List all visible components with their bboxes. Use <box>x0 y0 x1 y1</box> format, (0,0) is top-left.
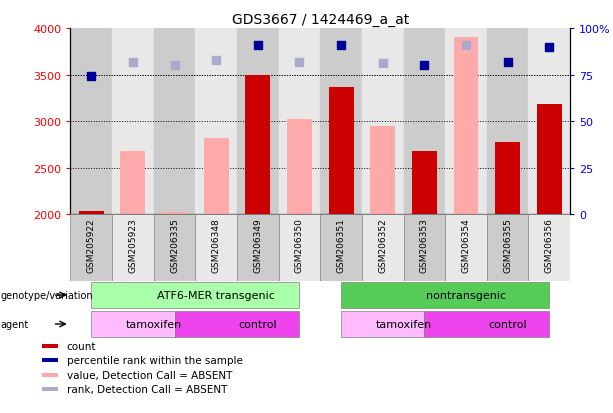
Point <box>86 74 96 81</box>
Bar <box>454 38 479 215</box>
Bar <box>42 387 58 391</box>
Text: tamoxifen: tamoxifen <box>126 319 182 329</box>
Bar <box>321 215 362 281</box>
Bar <box>245 76 270 215</box>
Bar <box>370 126 395 215</box>
Text: agent: agent <box>1 319 29 329</box>
Bar <box>42 344 58 348</box>
Bar <box>445 29 487 215</box>
Point <box>503 59 512 66</box>
Text: tamoxifen: tamoxifen <box>375 319 432 329</box>
Text: GSM206335: GSM206335 <box>170 218 179 273</box>
Text: GSM206354: GSM206354 <box>462 218 471 273</box>
Text: nontransgenic: nontransgenic <box>426 290 506 300</box>
Bar <box>341 311 424 337</box>
Bar <box>154 29 196 215</box>
Text: GSM206355: GSM206355 <box>503 218 512 273</box>
Bar <box>487 29 528 215</box>
Bar <box>112 29 154 215</box>
Bar <box>70 215 112 281</box>
Text: GSM206351: GSM206351 <box>337 218 346 273</box>
Text: control: control <box>489 319 527 329</box>
Text: GSM206352: GSM206352 <box>378 218 387 273</box>
Text: GSM206350: GSM206350 <box>295 218 304 273</box>
Bar <box>42 373 58 377</box>
Bar <box>495 142 520 215</box>
Bar <box>403 215 445 281</box>
Bar <box>287 120 312 215</box>
Text: rank, Detection Call = ABSENT: rank, Detection Call = ABSENT <box>67 384 227 394</box>
Bar <box>237 29 279 215</box>
Text: GSM206356: GSM206356 <box>545 218 554 273</box>
Text: GSM205923: GSM205923 <box>129 218 137 273</box>
Bar <box>362 215 403 281</box>
Bar <box>204 139 229 215</box>
Bar <box>341 282 549 308</box>
Bar <box>321 29 362 215</box>
Text: GSM206349: GSM206349 <box>253 218 262 273</box>
Text: GSM206353: GSM206353 <box>420 218 429 273</box>
Text: value, Detection Call = ABSENT: value, Detection Call = ABSENT <box>67 370 232 380</box>
Bar <box>403 29 445 215</box>
Bar <box>79 212 104 215</box>
Text: GSM206348: GSM206348 <box>211 218 221 273</box>
Bar <box>91 311 175 337</box>
Bar <box>154 215 196 281</box>
Bar <box>424 311 549 337</box>
Point <box>544 44 554 51</box>
Point <box>211 57 221 64</box>
Bar <box>70 29 112 215</box>
Bar <box>196 215 237 281</box>
Bar <box>537 105 562 215</box>
Text: GSM205922: GSM205922 <box>87 218 96 273</box>
Point <box>336 42 346 49</box>
Title: GDS3667 / 1424469_a_at: GDS3667 / 1424469_a_at <box>232 12 409 26</box>
Bar <box>329 88 354 215</box>
Point <box>128 59 138 66</box>
Text: percentile rank within the sample: percentile rank within the sample <box>67 355 242 366</box>
Bar <box>487 215 528 281</box>
Bar <box>196 29 237 215</box>
Point <box>461 42 471 49</box>
Text: control: control <box>238 319 277 329</box>
Bar <box>279 29 321 215</box>
Bar <box>42 358 58 362</box>
Point <box>170 63 180 69</box>
Point <box>419 63 429 69</box>
Bar <box>112 215 154 281</box>
Text: ATF6-MER transgenic: ATF6-MER transgenic <box>158 290 275 300</box>
Point <box>253 42 263 49</box>
Bar <box>528 29 570 215</box>
Bar <box>91 282 300 308</box>
Text: count: count <box>67 341 96 351</box>
Bar <box>175 311 300 337</box>
Bar <box>445 215 487 281</box>
Bar <box>279 215 321 281</box>
Bar <box>237 215 279 281</box>
Text: genotype/variation: genotype/variation <box>1 290 93 300</box>
Bar <box>362 29 403 215</box>
Bar <box>528 215 570 281</box>
Bar <box>412 152 437 215</box>
Bar <box>120 152 145 215</box>
Bar <box>162 213 187 215</box>
Point <box>295 59 305 66</box>
Point <box>378 61 387 67</box>
